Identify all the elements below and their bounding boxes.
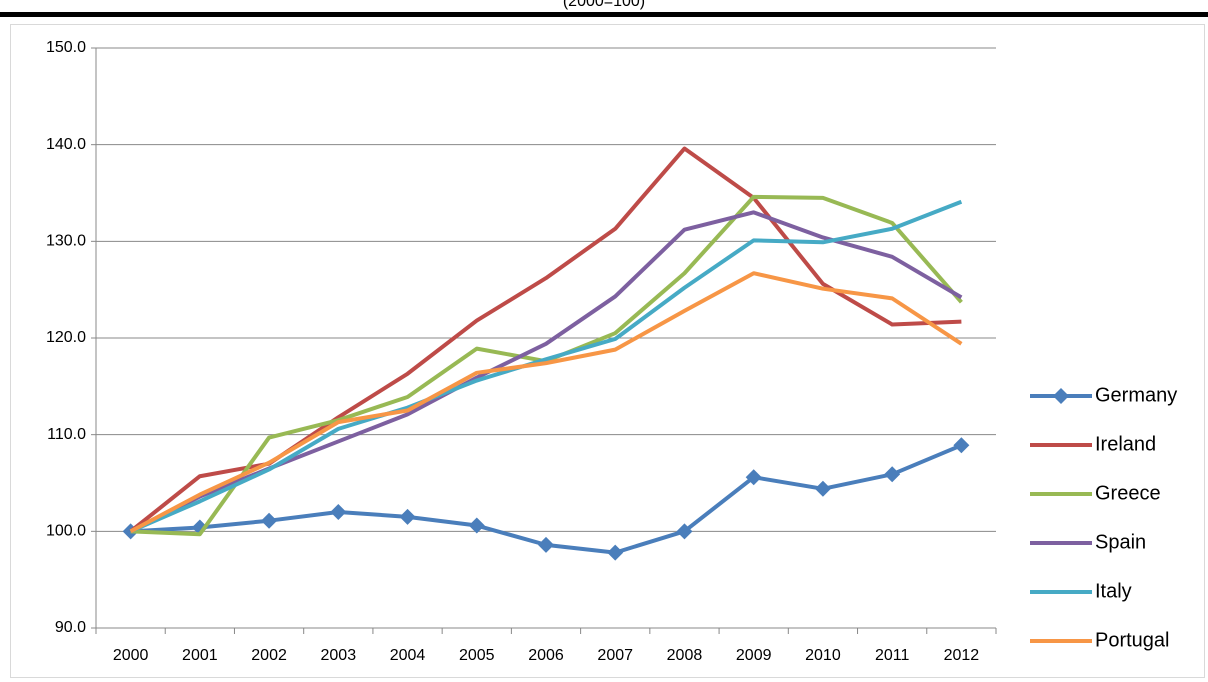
series-line	[130, 194, 963, 537]
data-point	[330, 504, 347, 520]
legend-label: Spain	[1095, 531, 1146, 553]
x-tick-label: 2002	[251, 647, 287, 664]
x-tick-label: 2001	[182, 647, 218, 664]
top-rule	[0, 12, 1208, 17]
data-point	[745, 469, 762, 486]
data-point	[676, 523, 693, 540]
data-point	[261, 512, 278, 529]
x-tick-label: 2008	[667, 647, 703, 664]
data-point	[468, 517, 485, 534]
x-tick-label: 2012	[944, 647, 980, 664]
legend-label: Germany	[1095, 384, 1177, 406]
x-tick-label: 2005	[459, 647, 495, 664]
y-tick-label: 100.0	[46, 523, 86, 540]
x-tick-label: 2007	[597, 647, 633, 664]
series-line	[130, 443, 963, 555]
series-line	[129, 199, 963, 534]
data-point	[607, 544, 624, 561]
y-tick-label: 150.0	[46, 39, 86, 56]
data-point	[399, 508, 416, 525]
y-tick-label: 90.0	[55, 619, 86, 636]
legend-marker	[1053, 388, 1069, 404]
y-tick-label: 140.0	[46, 136, 86, 153]
x-tick-label: 2009	[736, 647, 772, 664]
x-tick-label: 2010	[805, 647, 841, 664]
chart-border	[10, 24, 1205, 678]
legend-label: Ireland	[1095, 433, 1156, 455]
legend-label: Italy	[1095, 580, 1132, 602]
data-point	[953, 437, 970, 454]
x-tick-label: 2011	[875, 647, 910, 664]
x-tick-label: 2003	[321, 647, 357, 664]
data-point	[884, 466, 901, 483]
data-point	[814, 480, 831, 497]
chart-subtitle: (2000=100)	[563, 0, 645, 10]
y-tick-label: 110.0	[47, 426, 86, 443]
series-line	[129, 271, 963, 534]
y-tick-label: 120.0	[46, 329, 86, 346]
series-line	[129, 210, 963, 534]
y-tick-label: 130.0	[46, 233, 86, 250]
x-tick-label: 2000	[113, 647, 149, 664]
x-tick-label: 2006	[528, 647, 564, 664]
legend-label: Greece	[1095, 482, 1161, 504]
data-point	[538, 536, 554, 553]
x-tick-label: 2004	[390, 647, 426, 664]
legend-label: Portugal	[1095, 629, 1170, 651]
